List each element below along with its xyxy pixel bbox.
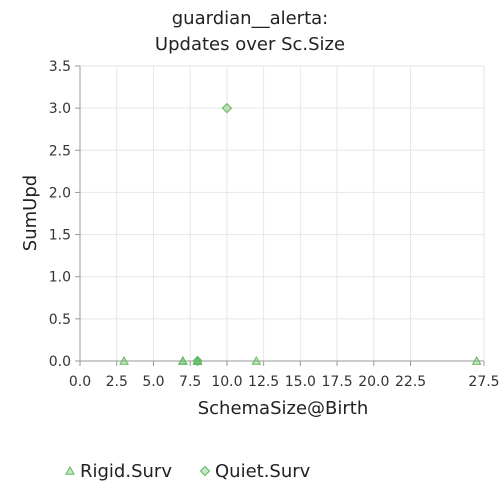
y-tick-label: 1.0 (49, 270, 71, 286)
x-tick-label: 0.0 (69, 374, 91, 390)
y-tick-label: 1.5 (49, 228, 71, 244)
chart-title-line-1: guardian__alerta: (172, 8, 328, 29)
y-tick-label: 3.0 (49, 101, 71, 117)
x-tick-label: 22.5 (395, 374, 426, 390)
data-point-quiet-surv (221, 102, 233, 114)
x-axis-ticks: 0.0 2.5 5.0 7.5 10.0 12.5 15.0 17.5 20.0 22.5 27.5 (69, 361, 500, 390)
x-tick-label: 10.0 (211, 374, 242, 390)
y-tick-label: 2.5 (49, 143, 71, 159)
x-tick-label: 2.5 (106, 374, 128, 390)
x-axis-title: SchemaSize@Birth (198, 398, 369, 419)
data-point-rigid-surv (251, 355, 262, 365)
data-point-rigid-surv (119, 355, 129, 365)
data-point-quiet-surv (192, 355, 203, 367)
y-axis-ticks: 0.0 0.5 1.0 1.5 2.0 2.5 3.0 3.5 (49, 59, 80, 370)
grid (79, 65, 485, 362)
legend-label: Quiet.Surv (215, 461, 311, 482)
data-point-rigid-surv (177, 355, 188, 365)
y-axis-title: SumUpd (20, 175, 41, 251)
chart-title-line-2: Updates over Sc.Size (155, 34, 345, 55)
legend: Rigid.Surv Quiet.Surv (65, 461, 311, 482)
data-point-rigid-surv (471, 355, 482, 365)
y-tick-label: 2.0 (49, 185, 71, 201)
x-tick-label: 7.5 (179, 374, 201, 390)
legend-label: Rigid.Surv (80, 461, 172, 482)
x-tick-label: 17.5 (322, 374, 353, 390)
y-tick-label: 3.5 (49, 59, 71, 75)
x-tick-label: 20.0 (358, 374, 389, 390)
data-points (119, 102, 482, 367)
data-point-rigid-surv (192, 355, 203, 365)
diamond-legend-marker (199, 465, 211, 477)
y-tick-label: 0.0 (49, 354, 71, 370)
x-tick-label: 5.0 (142, 374, 164, 390)
x-tick-label: 12.5 (248, 374, 279, 390)
x-tick-label: 15.0 (285, 374, 316, 390)
triangle-legend-marker (65, 465, 75, 475)
y-tick-label: 0.5 (49, 312, 71, 328)
x-tick-label: 27.5 (468, 374, 499, 390)
